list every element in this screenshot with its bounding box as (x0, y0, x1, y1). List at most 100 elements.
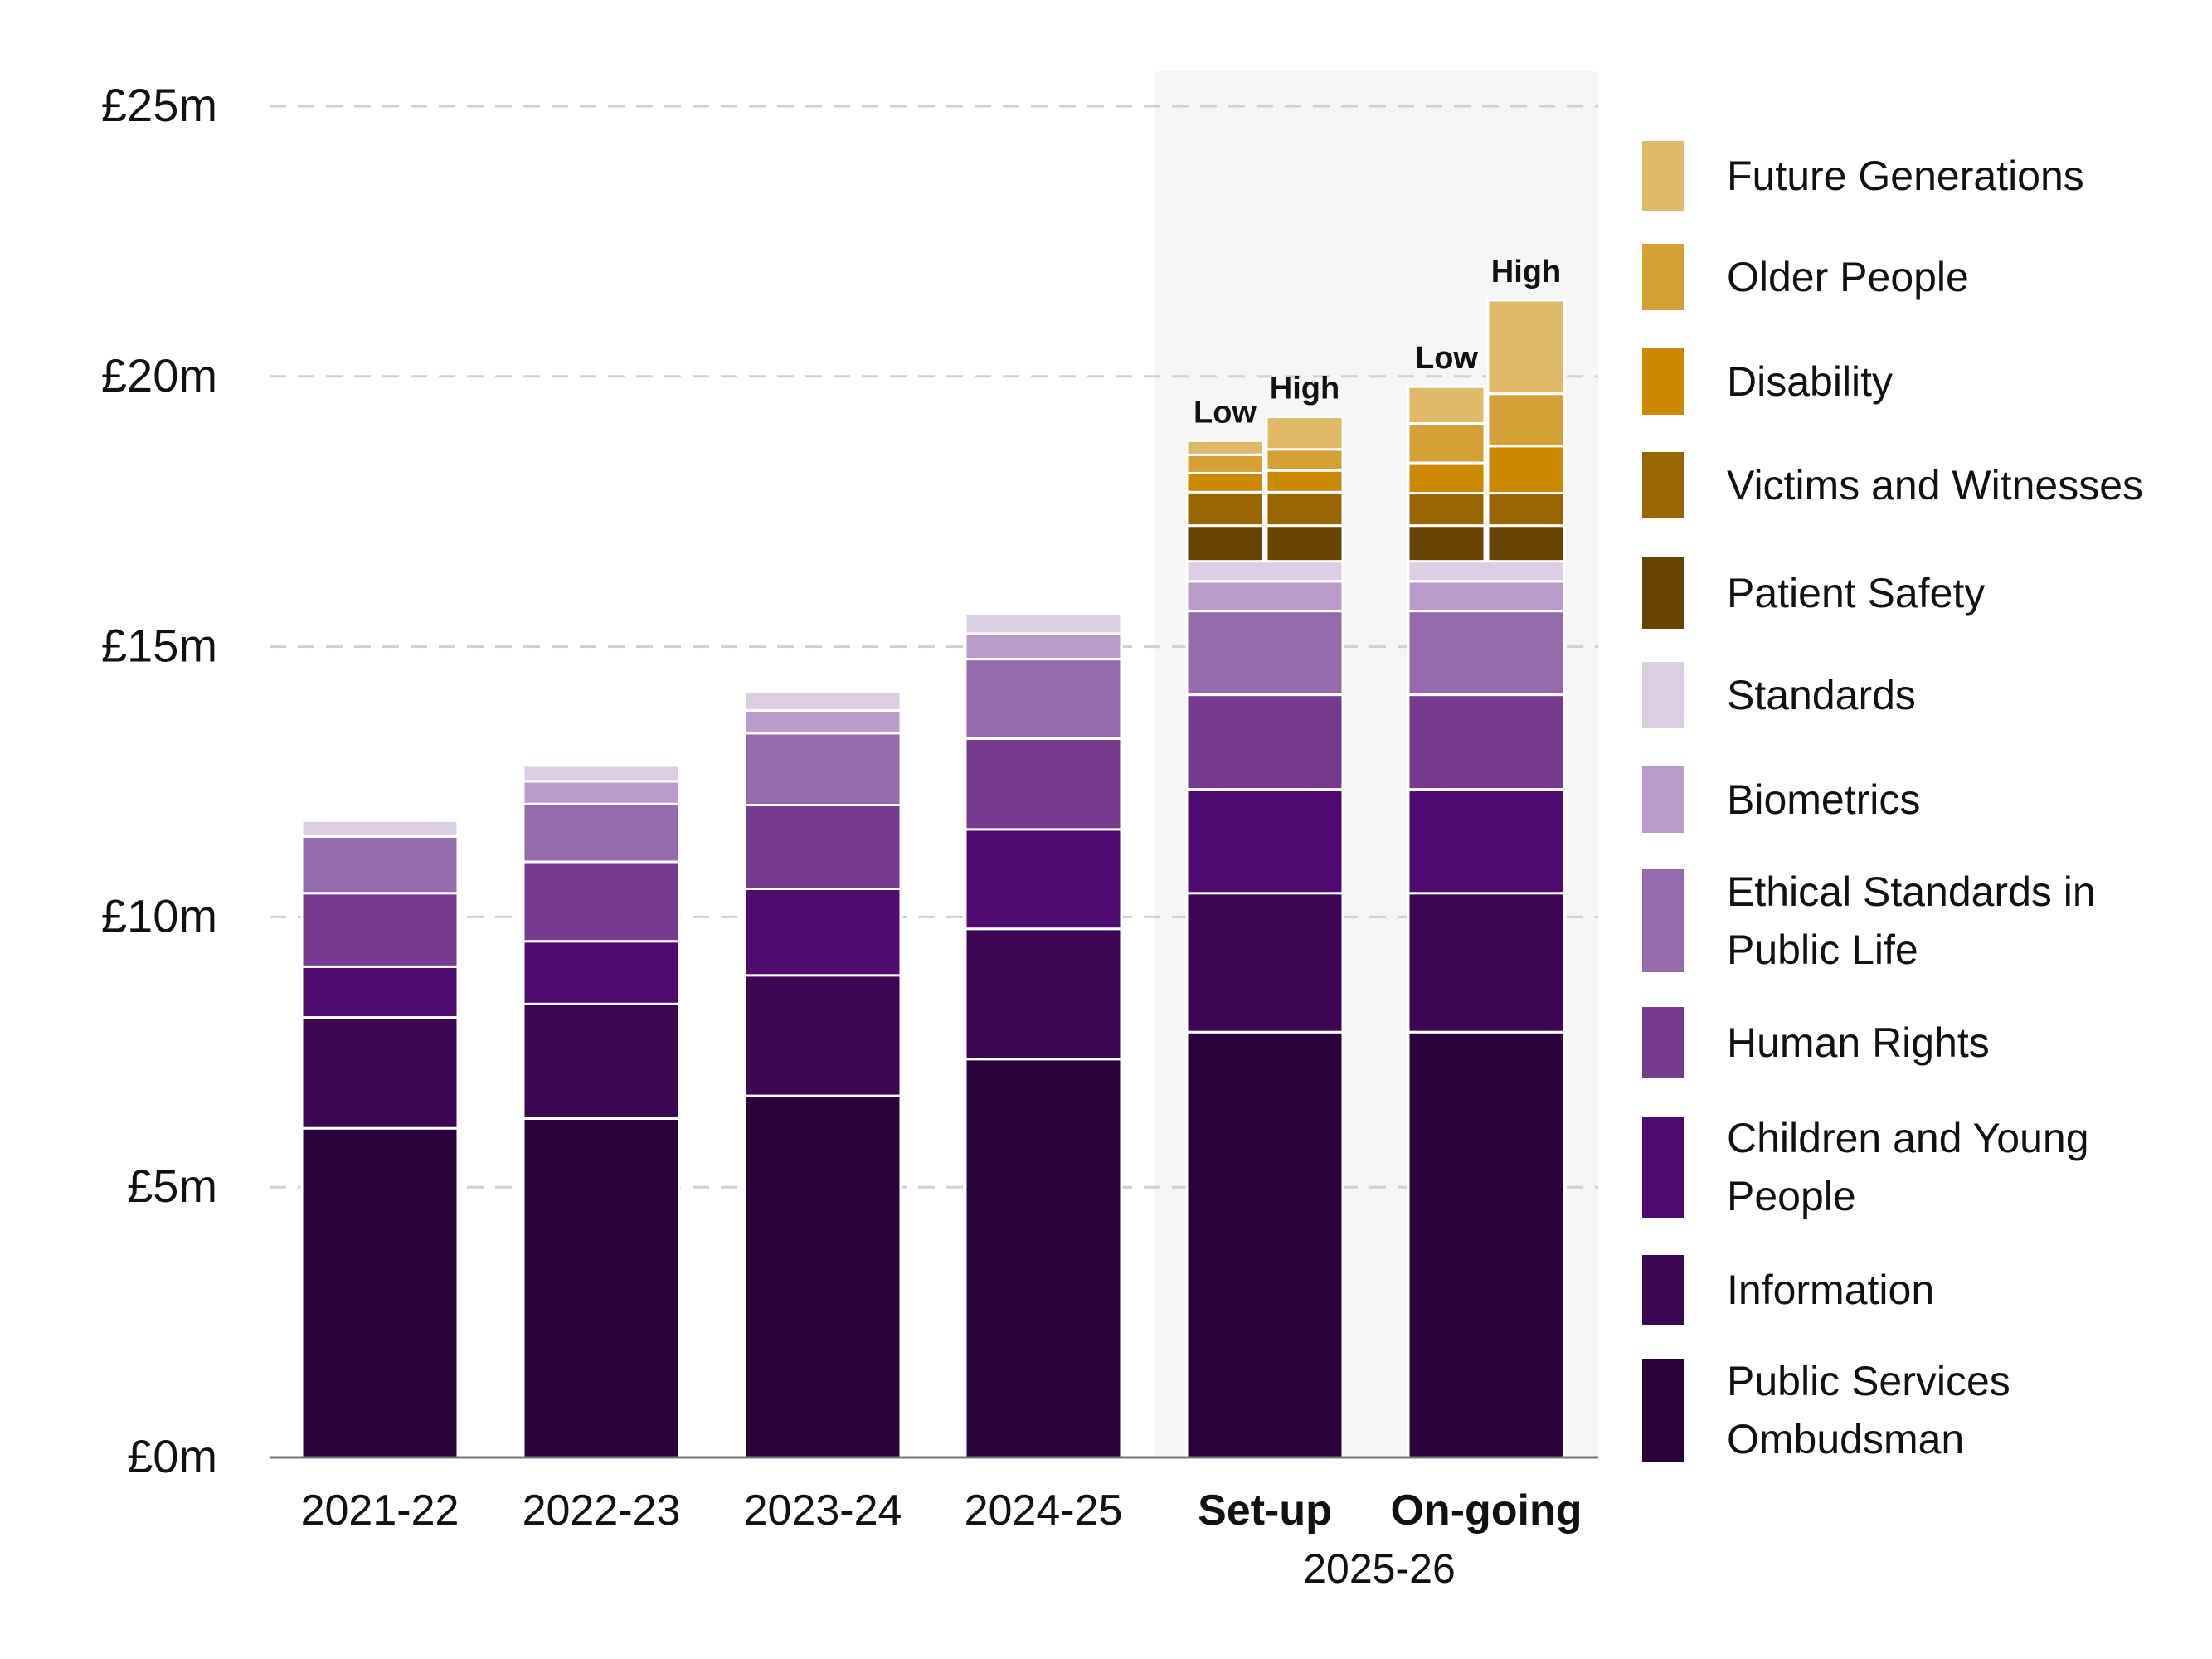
legend-item: Older People (1642, 244, 2191, 310)
bar-segment-human-rights (1185, 693, 1344, 791)
legend-swatch (1642, 348, 1684, 415)
legend-label: Standards (1727, 672, 1916, 718)
bar-segment-patient-safety-low (1185, 524, 1265, 563)
y-tick-label: £15m (101, 620, 217, 672)
bar-segment-information (300, 1016, 459, 1130)
bar-segment-human-rights (743, 804, 902, 891)
legend-label: Disability (1727, 358, 1894, 405)
scenario-label-low: Low (1194, 395, 1257, 430)
legend-label: Older People (1727, 254, 1969, 300)
gridlines (270, 105, 1598, 1189)
legend-item: Biometrics (1642, 766, 2191, 833)
bar-segment-disability-low (1185, 471, 1265, 494)
y-tick-label: £0m (127, 1430, 217, 1482)
bar-segment-older-people-high (1486, 392, 1566, 448)
legend-label: Victims and Witnesses (1727, 462, 2144, 508)
legend-label: Biometrics (1727, 776, 1921, 823)
legend-swatch (1642, 1359, 1684, 1462)
bar-segment-information (964, 927, 1123, 1061)
legend-swatch (1642, 141, 1684, 211)
bar-segment-patient-safety-low (1407, 524, 1486, 563)
legend-item: Disability (1642, 348, 2191, 415)
legend-label: Patient Safety (1727, 570, 1986, 616)
x-axis-group-label: 2025-26 (1303, 1545, 1456, 1592)
y-tick-label: £20m (101, 349, 217, 401)
legend-swatch (1642, 662, 1684, 728)
scenario-label-low: Low (1415, 341, 1478, 376)
bar-segment-ethical-standards-in-public-life (300, 834, 459, 895)
legend-item: Children and Young People (1642, 1115, 2191, 1219)
legend-item: Human Rights (1642, 1007, 2191, 1078)
bar-segment-public-services-ombudsman (743, 1094, 902, 1459)
bar-segment-biometrics (522, 780, 681, 805)
bar-segment-biometrics (1407, 580, 1566, 613)
bar-segment-standards (964, 612, 1123, 635)
legend-label: Human Rights (1727, 1019, 1990, 1066)
legend-item: Victims and Witnesses (1642, 452, 2191, 518)
legend-item: Ethical Standards in Public Life (1642, 868, 2191, 973)
bar-segment-biometrics (1185, 580, 1344, 613)
legend-swatch (1642, 869, 1684, 972)
legend-item: Patient Safety (1642, 557, 2191, 629)
bar-segment-standards (300, 819, 459, 838)
y-tick-label: £5m (127, 1160, 217, 1212)
bar-segment-victims-and-witnesses-low (1407, 492, 1486, 528)
bar-segment-victims-and-witnesses-high (1486, 492, 1566, 528)
bar-segment-children-and-young-people (300, 965, 459, 1019)
bar-segment-public-services-ombudsman (1185, 1030, 1344, 1459)
bar-segment-standards (1407, 560, 1566, 583)
legend-item: Public Services Ombudsman (1642, 1358, 2191, 1462)
legend-swatch (1642, 452, 1684, 518)
bar-segment-public-services-ombudsman (300, 1126, 459, 1459)
legend-label: Future Generations (1727, 153, 2084, 199)
x-tick-label: 2021-22 (301, 1486, 459, 1535)
bar-segment-future-generations-high (1265, 416, 1344, 451)
legend-label: Children and Young People (1727, 1115, 2089, 1219)
bar-segment-public-services-ombudsman (522, 1117, 681, 1459)
x-tick-label: 2024-25 (965, 1486, 1123, 1535)
x-tick-label: 2023-24 (744, 1486, 902, 1535)
y-tick-label: £10m (101, 889, 217, 941)
bars: Low High Low High (300, 255, 1566, 1459)
bar-segment-disability-high (1265, 469, 1344, 494)
bar-segment-future-generations-low (1185, 439, 1265, 456)
bar-segment-disability-high (1486, 445, 1566, 495)
legend-item: Standards (1642, 662, 2191, 728)
bar-segment-human-rights (300, 892, 459, 968)
bar-segment-biometrics (743, 708, 902, 735)
bar-segment-older-people-high (1265, 448, 1344, 472)
bar-segment-patient-safety-high (1265, 524, 1344, 563)
y-axis-tick-labels: £0m £5m £10m £15m £20m £25m (101, 79, 217, 1482)
bar-segment-information (1407, 892, 1566, 1034)
legend-swatch (1642, 1117, 1684, 1218)
bar-segment-public-services-ombudsman (1407, 1030, 1566, 1459)
bar-segment-information (743, 974, 902, 1097)
bar-segment-human-rights (522, 860, 681, 943)
legend-item: Information (1642, 1255, 2191, 1325)
bar-segment-ethical-standards-in-public-life (1185, 610, 1344, 697)
bar-segment-children-and-young-people (1185, 788, 1344, 895)
bar-segment-human-rights (1407, 693, 1566, 791)
bar-segment-biometrics (964, 632, 1123, 661)
x-tick-label: 2022-23 (523, 1486, 681, 1535)
legend-swatch (1642, 1255, 1684, 1325)
bar-segment-disability-low (1407, 461, 1486, 495)
bar-segment-standards (522, 764, 681, 783)
bar-segment-victims-and-witnesses-high (1265, 490, 1344, 528)
y-tick-label: £25m (101, 79, 217, 131)
bar-segment-ethical-standards-in-public-life (743, 732, 902, 807)
bar-segment-children-and-young-people (743, 888, 902, 977)
scenario-label-high: High (1270, 372, 1339, 406)
x-axis-tick-labels: 2021-22 2022-23 2023-24 2024-25 Set-up On-goi… (301, 1486, 1582, 1535)
legend-swatch (1642, 557, 1684, 629)
bar-segment-standards (743, 690, 902, 712)
bar-segment-children-and-young-people (1407, 788, 1566, 895)
bar-segment-information (1185, 892, 1344, 1034)
bar-segment-ethical-standards-in-public-life (522, 802, 681, 864)
legend-label: Ethical Standards in Public Life (1727, 868, 2096, 973)
legend-item: Future Generations (1642, 141, 2191, 211)
bar-segment-future-generations-low (1407, 385, 1486, 425)
scenario-label-high: High (1491, 255, 1561, 289)
bar-segment-older-people-low (1185, 453, 1265, 474)
bar-segment-ethical-standards-in-public-life (964, 658, 1123, 740)
